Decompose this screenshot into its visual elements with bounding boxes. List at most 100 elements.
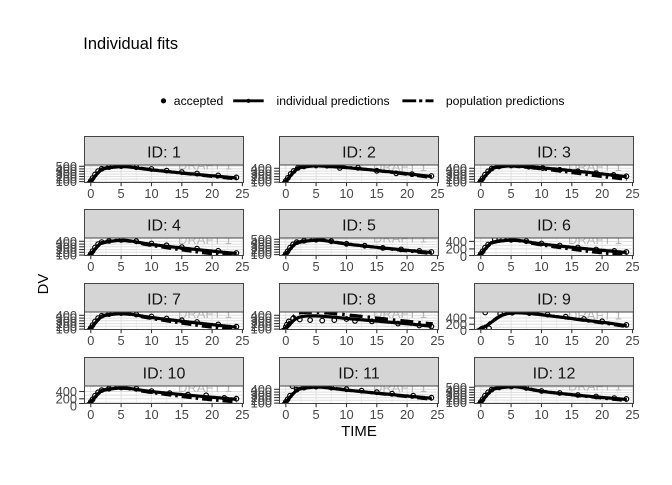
svg-text:400: 400 xyxy=(446,234,467,249)
svg-text:0: 0 xyxy=(477,259,484,274)
svg-text:10: 10 xyxy=(534,333,548,348)
svg-text:300: 300 xyxy=(251,313,272,328)
svg-text:300: 300 xyxy=(446,388,467,403)
svg-text:250: 250 xyxy=(251,169,272,184)
svg-text:DRAFT 1: DRAFT 1 xyxy=(373,159,427,174)
svg-text:ID: 3: ID: 3 xyxy=(537,144,571,161)
svg-text:100: 100 xyxy=(56,322,77,337)
svg-text:15: 15 xyxy=(370,186,384,201)
svg-text:ID: 4: ID: 4 xyxy=(147,217,181,234)
svg-text:15: 15 xyxy=(175,186,189,201)
svg-text:20: 20 xyxy=(595,259,609,274)
svg-text:15: 15 xyxy=(175,333,189,348)
svg-text:500: 500 xyxy=(56,159,77,174)
svg-text:DRAFT 1: DRAFT 1 xyxy=(568,308,622,323)
svg-text:500: 500 xyxy=(251,232,272,247)
svg-text:350: 350 xyxy=(446,385,467,400)
svg-text:250: 250 xyxy=(251,316,272,331)
svg-text:5: 5 xyxy=(118,407,125,422)
svg-text:25: 25 xyxy=(625,186,639,201)
svg-text:200: 200 xyxy=(251,172,272,187)
svg-text:10: 10 xyxy=(144,407,158,422)
svg-text:0: 0 xyxy=(282,186,289,201)
svg-text:25: 25 xyxy=(235,186,249,201)
svg-text:250: 250 xyxy=(251,390,272,405)
svg-text:200: 200 xyxy=(56,245,77,260)
svg-text:0: 0 xyxy=(460,249,467,264)
svg-text:400: 400 xyxy=(56,308,77,323)
svg-text:300: 300 xyxy=(251,387,272,402)
svg-text:200: 200 xyxy=(56,172,77,187)
svg-text:10: 10 xyxy=(144,259,158,274)
svg-text:10: 10 xyxy=(339,407,353,422)
svg-text:10: 10 xyxy=(534,407,548,422)
svg-text:400: 400 xyxy=(446,311,467,326)
svg-text:25: 25 xyxy=(625,259,639,274)
svg-text:15: 15 xyxy=(370,333,384,348)
svg-text:350: 350 xyxy=(251,385,272,400)
svg-text:ID: 1: ID: 1 xyxy=(147,144,181,161)
svg-text:15: 15 xyxy=(565,259,579,274)
svg-text:ID: 11: ID: 11 xyxy=(338,365,380,382)
svg-text:5: 5 xyxy=(118,333,125,348)
svg-text:250: 250 xyxy=(446,390,467,405)
svg-text:350: 350 xyxy=(251,311,272,326)
svg-text:250: 250 xyxy=(56,169,77,184)
svg-text:15: 15 xyxy=(175,259,189,274)
svg-text:400: 400 xyxy=(446,161,467,176)
svg-text:DRAFT 1: DRAFT 1 xyxy=(568,379,622,394)
svg-text:400: 400 xyxy=(56,234,77,249)
svg-text:25: 25 xyxy=(430,333,444,348)
svg-text:DRAFT 1: DRAFT 1 xyxy=(178,306,232,321)
svg-text:300: 300 xyxy=(56,239,77,254)
svg-text:5: 5 xyxy=(313,259,320,274)
svg-text:15: 15 xyxy=(370,407,384,422)
svg-text:10: 10 xyxy=(534,186,548,201)
svg-text:350: 350 xyxy=(251,237,272,252)
svg-text:10: 10 xyxy=(339,259,353,274)
svg-text:250: 250 xyxy=(251,242,272,257)
svg-text:350: 350 xyxy=(446,164,467,179)
svg-text:25: 25 xyxy=(430,186,444,201)
svg-text:25: 25 xyxy=(235,407,249,422)
svg-text:15: 15 xyxy=(565,333,579,348)
svg-text:ID: 2: ID: 2 xyxy=(342,144,376,161)
svg-text:5: 5 xyxy=(118,259,125,274)
svg-text:DRAFT 1: DRAFT 1 xyxy=(178,158,232,173)
svg-text:20: 20 xyxy=(400,186,414,201)
svg-text:individual predictions: individual predictions xyxy=(277,94,390,108)
svg-text:TIME: TIME xyxy=(341,424,377,440)
svg-text:0: 0 xyxy=(87,333,94,348)
svg-text:0: 0 xyxy=(477,186,484,201)
svg-text:0: 0 xyxy=(87,259,94,274)
svg-text:10: 10 xyxy=(144,333,158,348)
svg-text:25: 25 xyxy=(235,333,249,348)
svg-text:250: 250 xyxy=(446,169,467,184)
svg-text:200: 200 xyxy=(251,319,272,334)
svg-text:20: 20 xyxy=(205,407,219,422)
svg-text:200: 200 xyxy=(446,172,467,187)
svg-text:20: 20 xyxy=(205,333,219,348)
svg-text:0: 0 xyxy=(87,407,94,422)
svg-text:100: 100 xyxy=(251,396,272,411)
svg-text:15: 15 xyxy=(175,407,189,422)
svg-text:DRAFT 1: DRAFT 1 xyxy=(373,306,427,321)
svg-text:20: 20 xyxy=(595,407,609,422)
svg-text:20: 20 xyxy=(205,259,219,274)
svg-text:25: 25 xyxy=(625,333,639,348)
svg-text:0: 0 xyxy=(477,333,484,348)
svg-text:400: 400 xyxy=(251,308,272,323)
svg-text:200: 200 xyxy=(446,242,467,257)
svg-text:400: 400 xyxy=(251,235,272,250)
svg-text:400: 400 xyxy=(56,384,77,399)
svg-text:10: 10 xyxy=(534,259,548,274)
svg-text:350: 350 xyxy=(251,164,272,179)
svg-text:400: 400 xyxy=(56,162,77,177)
svg-text:350: 350 xyxy=(56,164,77,179)
svg-text:20: 20 xyxy=(400,407,414,422)
svg-text:100: 100 xyxy=(251,322,272,337)
svg-text:25: 25 xyxy=(430,407,444,422)
svg-text:Individual fits: Individual fits xyxy=(83,35,178,53)
svg-text:5: 5 xyxy=(313,333,320,348)
svg-text:ID: 7: ID: 7 xyxy=(147,291,181,308)
